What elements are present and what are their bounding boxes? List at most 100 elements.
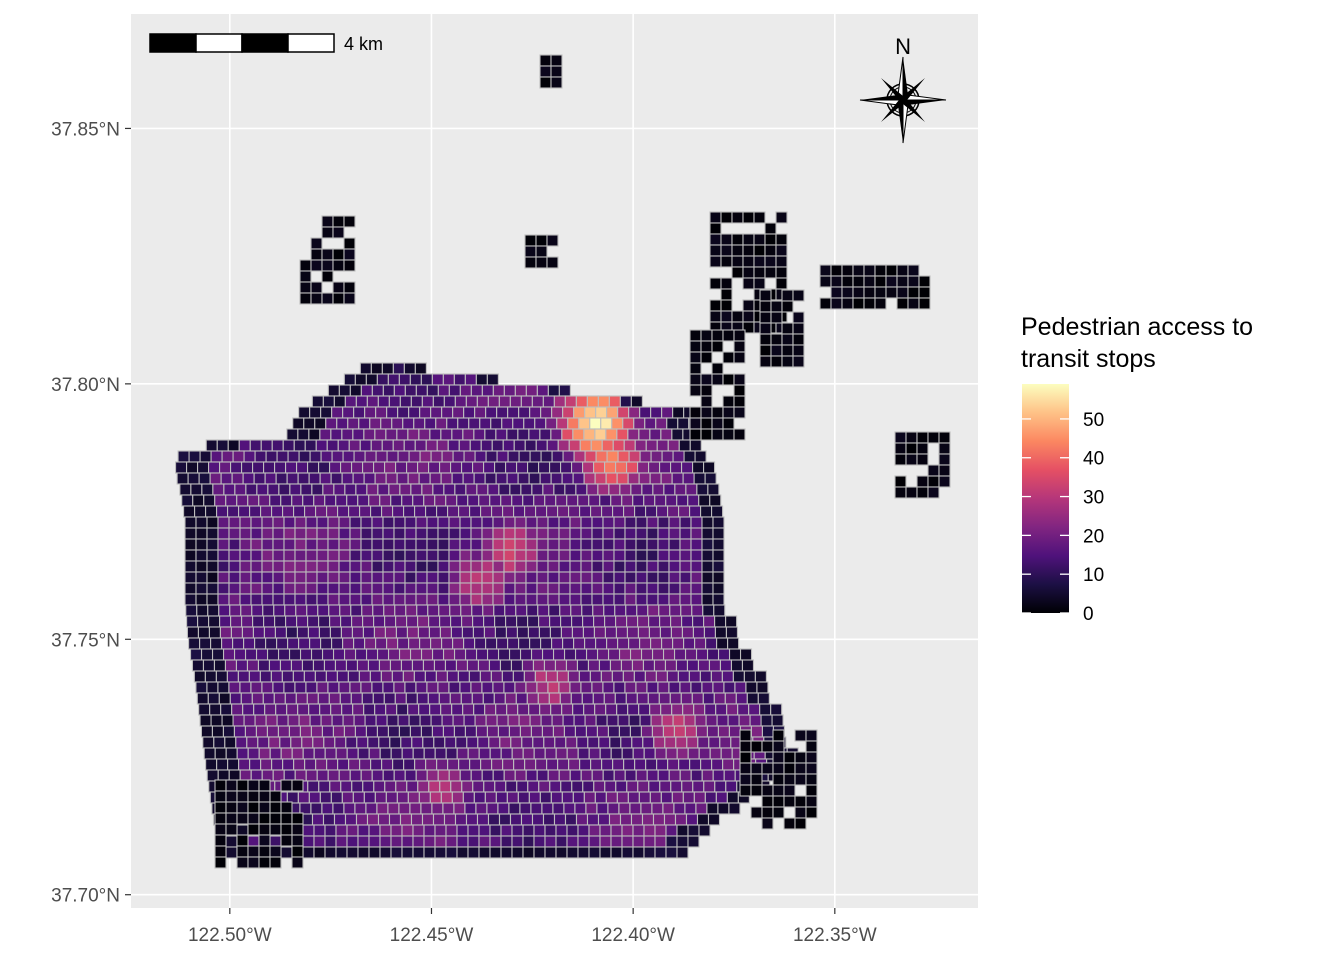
tract-cell [492,769,505,782]
tract-cell [429,703,442,716]
tract-cell [616,703,629,716]
tract-cell [739,740,752,753]
tract-cell [602,681,615,694]
tract-cell [588,747,601,760]
tract-cell [299,802,312,815]
tract-cell [674,483,687,496]
tract-cell [514,549,527,562]
tract-cell [291,845,304,858]
tract-cell [370,505,383,518]
tract-cell [760,714,773,727]
tract-cell [368,846,381,859]
tract-cell [457,417,470,430]
tract-cell [294,769,307,782]
tract-cell [344,395,357,408]
tract-cell [484,791,497,804]
tract-cell [379,835,392,848]
tract-cell [654,747,667,760]
tract-cell [343,215,356,228]
legend-title-line1: Pedestrian access to [1021,313,1253,341]
tract-cell [606,406,619,419]
tract-cell [395,615,408,628]
tract-cell [294,527,307,540]
tract-cell [615,461,628,474]
tract-cell [407,791,420,804]
tract-cell [643,824,656,837]
tract-cell [448,560,461,573]
tract-cell [316,516,329,529]
tract-cell [214,834,227,847]
tract-cell [387,648,401,661]
tract-cell [621,747,634,760]
tract-cell [514,582,527,595]
tract-cell [315,758,328,771]
tract-cell [340,780,353,793]
tract-cell [214,747,227,760]
tract-cell [657,549,670,562]
tract-cell [539,54,552,67]
tract-cell [392,362,405,375]
tract-cell [233,725,246,738]
tract-cell [308,703,321,716]
tract-cell [438,604,451,617]
tract-cell [647,692,660,705]
tract-cell [794,762,807,775]
tract-cell [375,714,388,727]
tract-cell [550,791,563,804]
tract-cell [310,248,323,261]
tract-cell [652,813,666,826]
tract-cell [217,527,230,540]
tract-cell [440,703,453,716]
tract-cell [662,725,675,738]
tract-cell [444,736,457,749]
tract-cell [689,329,702,342]
tract-cell [459,527,472,540]
tract-cell [414,505,427,518]
tract-cell [476,483,489,496]
tract-cell [683,450,696,463]
tract-cell [689,417,702,430]
tract-cell [456,747,469,760]
tract-cell [841,264,854,277]
tract-cell [206,560,219,573]
tract-cell [306,604,319,617]
tract-cell [283,527,296,540]
tract-cell [362,780,375,793]
tract-cell [503,384,516,397]
tract-cell [533,494,546,507]
tract-cell [228,681,241,694]
tract-cell [507,637,520,650]
tract-cell [580,571,593,584]
tract-cell [206,527,219,540]
tract-cell [501,417,514,430]
tract-cell [597,483,610,496]
tract-cell [230,461,243,474]
tract-cell [556,417,569,430]
tract-cell [492,571,505,584]
tract-cell [291,812,304,825]
tract-cell [272,560,285,573]
tract-cell [639,714,652,727]
tract-cell [624,571,637,584]
tract-cell [210,637,223,650]
tract-cell [379,494,392,507]
tract-cell [409,648,423,661]
tract-cell [376,802,389,815]
tract-cell [540,450,553,463]
tract-cell [327,538,340,551]
tract-cell [247,801,260,814]
tract-cell [562,450,575,463]
tract-cell [325,417,338,430]
tract-cell [700,428,713,441]
tract-cell [733,351,746,364]
tract-cell [513,505,526,518]
tract-cell [794,729,807,742]
tract-cell [385,472,398,485]
tract-cell [819,275,832,288]
tract-cell [722,373,735,386]
tract-cell [516,615,529,628]
tract-cell [613,582,626,595]
tract-cell [290,659,304,672]
tract-cell [445,846,458,859]
tract-cell [265,637,278,650]
